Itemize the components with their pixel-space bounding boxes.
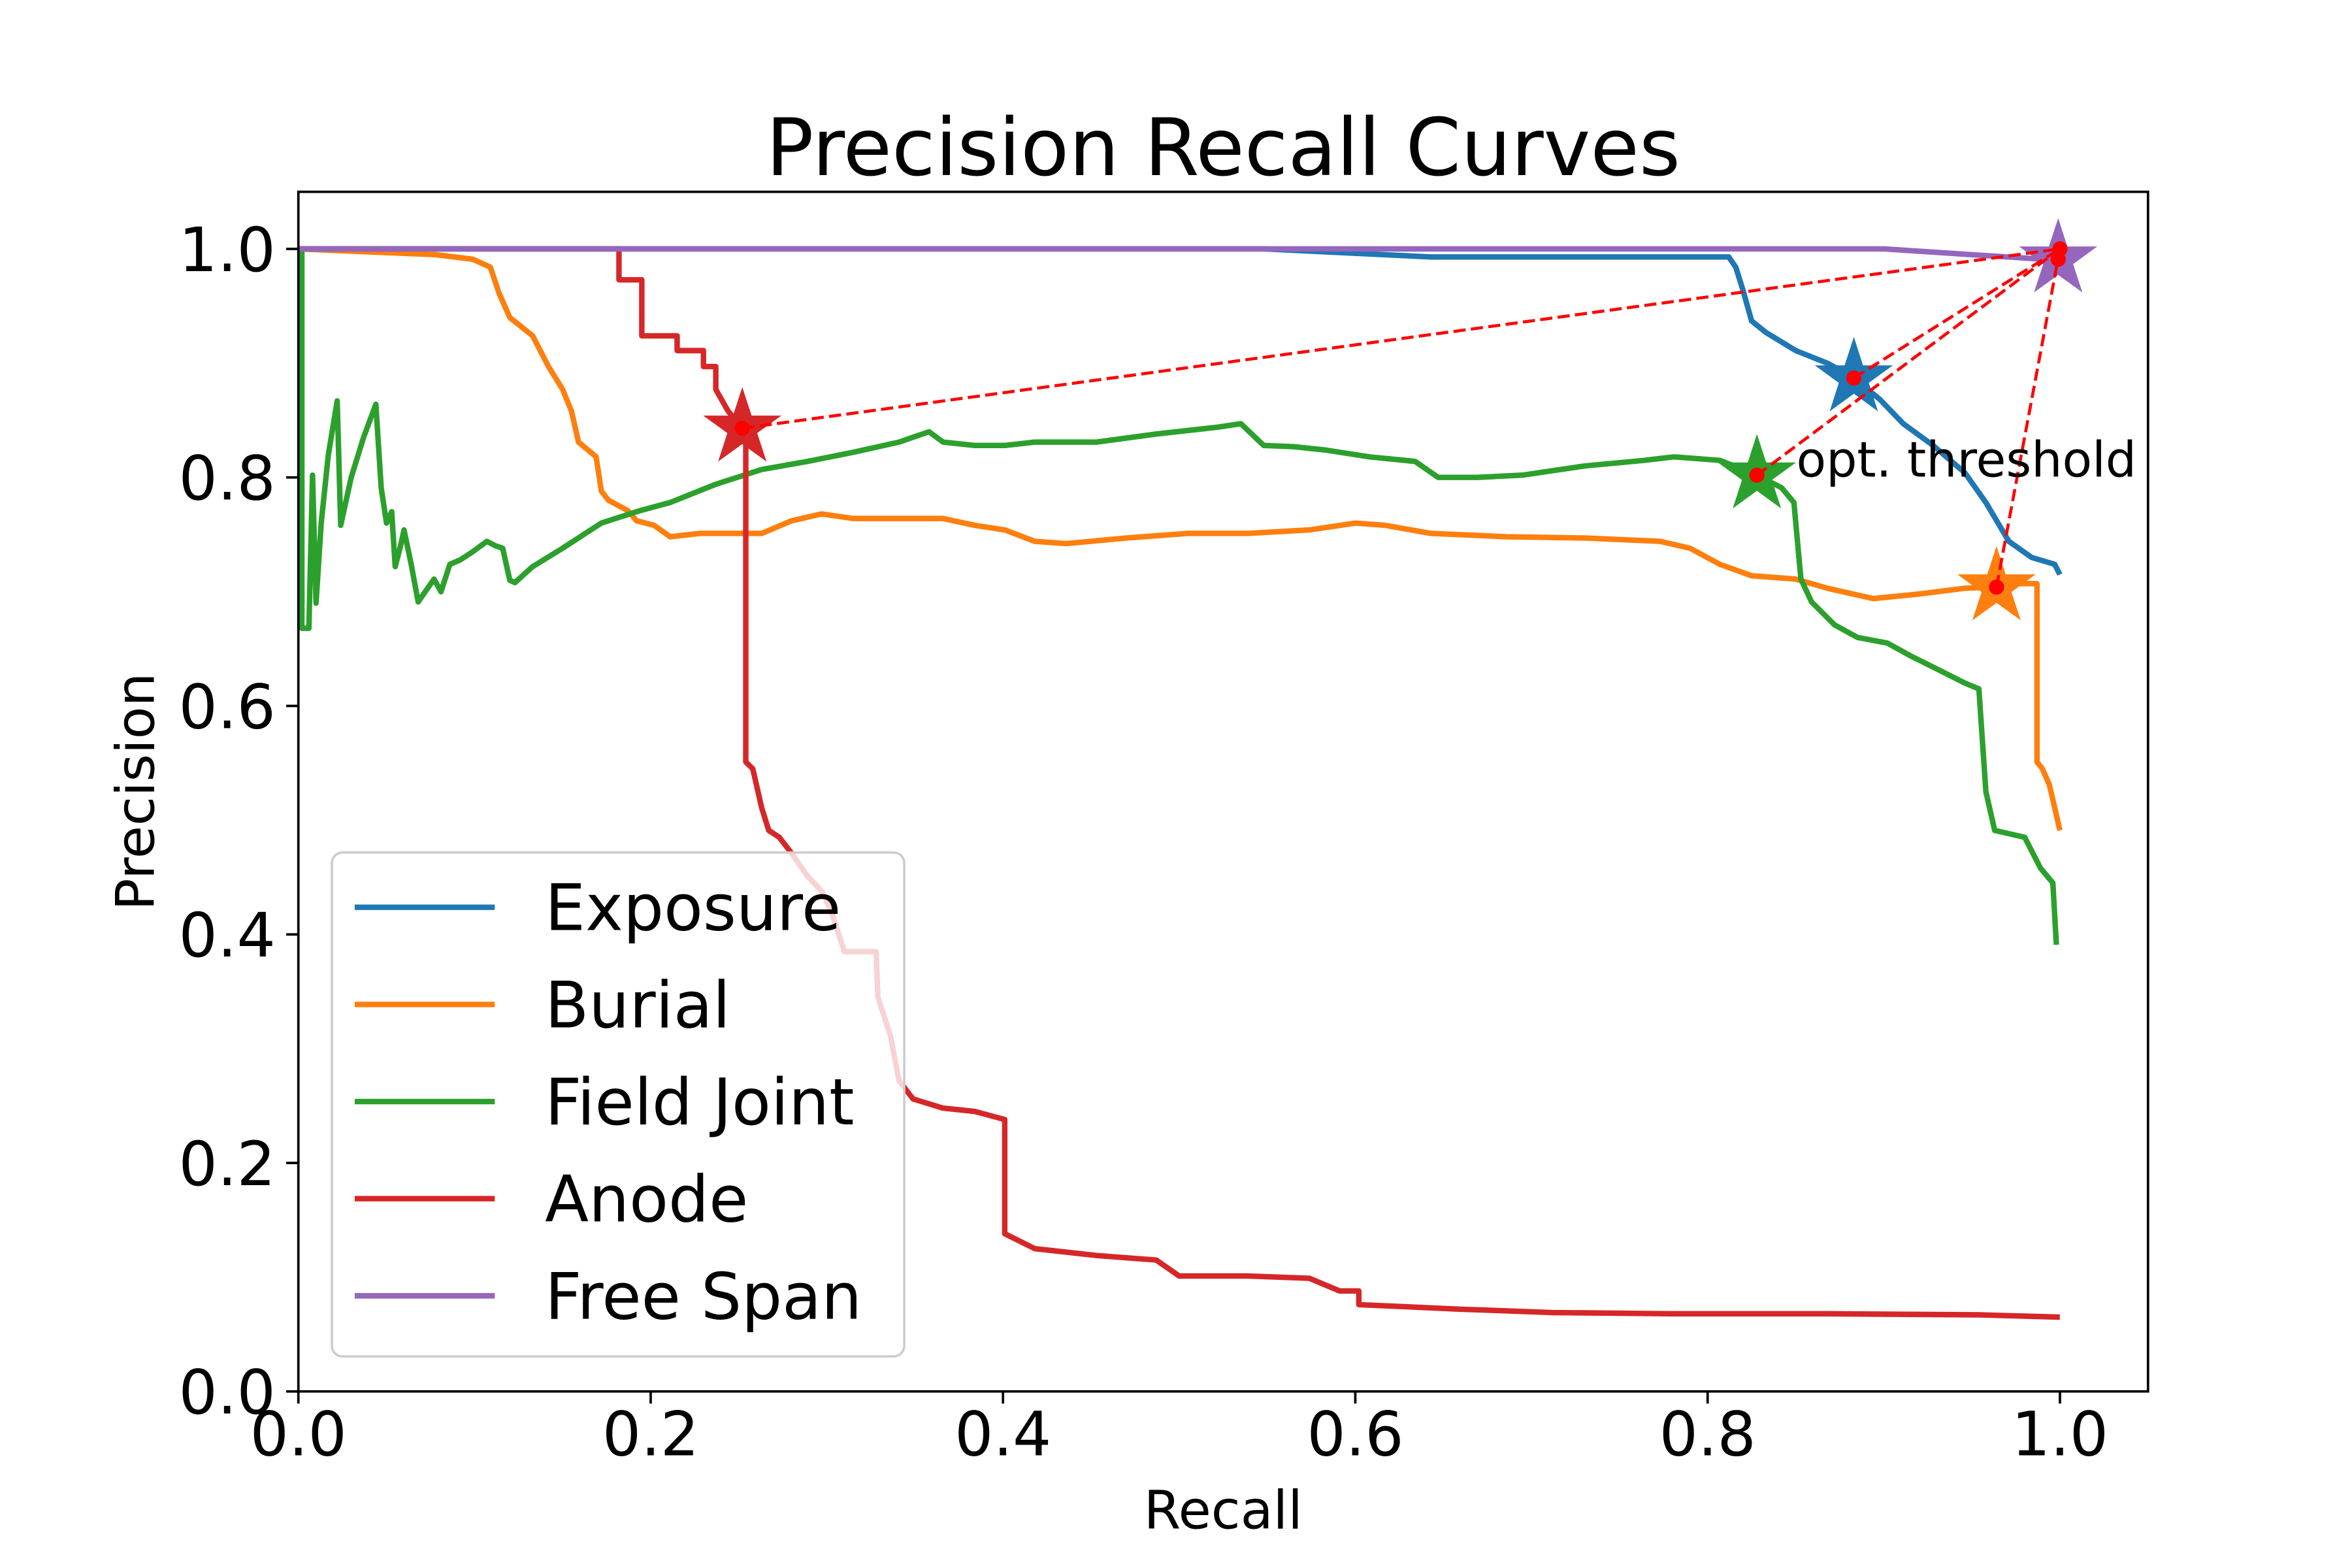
x-tick-label: 0.0 [250,1399,347,1470]
legend-entry-burial: Burial [354,968,730,1043]
opt-threshold-distance-line-anode [742,247,2061,430]
series-line-field-joint [299,248,2059,945]
reference-point-dot [2052,241,2068,257]
legend-entries: Exposure Burial Field Joint Anode Free Span [354,872,862,1334]
series-line-burial [298,246,2063,831]
legend-frame [331,851,906,1358]
legend-label: Anode [545,1163,748,1237]
opt-threshold-distance-line-exposure [1853,248,2061,380]
y-axis-label: Precision [105,673,167,911]
legend-label: Free Span [545,1260,862,1334]
y-tick-label: 0.0 [179,1356,276,1428]
y-tick-label: 0.6 [179,671,276,742]
x-tick-label: 0.2 [602,1399,699,1470]
y-tick-label: 1.0 [179,214,276,286]
legend: Exposure Burial Field Joint Anode Free Span [331,851,906,1358]
x-axis: 0.0 0.2 0.4 0.6 0.8 1.0 [250,1391,2108,1470]
chart-title: Precision Recall Curves [766,102,1680,194]
legend-label: Exposure [545,872,841,946]
legend-entry-free-span: Free Span [354,1260,862,1334]
opt-threshold-dot-field-joint [1749,467,1765,483]
x-tick-label: 0.8 [1659,1399,1756,1470]
x-axis-label: Recall [1144,1479,1303,1541]
legend-entry-field-joint: Field Joint [354,1066,854,1140]
x-tick-label: 0.4 [955,1399,1051,1470]
legend-label: Burial [545,968,730,1043]
x-tick-label: 0.6 [1307,1399,1403,1470]
opt-threshold-annotation: opt. threshold [1797,431,2137,488]
opt-threshold-dot-exposure [1846,370,1862,386]
opt-threshold-dot-burial [1989,579,2004,595]
legend-entry-exposure: Exposure [354,872,841,946]
x-tick-label: 1.0 [2012,1399,2108,1470]
y-axis: 0.0 0.2 0.4 0.6 0.8 1.0 [179,214,299,1428]
axes-frame [297,190,2149,1393]
opt-threshold-markers [703,218,2098,621]
opt-threshold-distance-line-burial [1995,248,2062,588]
legend-label: Field Joint [545,1066,854,1140]
opt-threshold-dot-anode [734,420,750,436]
opt-threshold-distance-line-field-joint [1756,248,2061,477]
y-tick-label: 0.4 [179,900,276,971]
series-line-free-span [298,246,2061,263]
legend-entry-anode: Anode [354,1163,748,1237]
y-tick-label: 0.8 [179,443,276,514]
y-tick-label: 0.2 [179,1128,276,1200]
